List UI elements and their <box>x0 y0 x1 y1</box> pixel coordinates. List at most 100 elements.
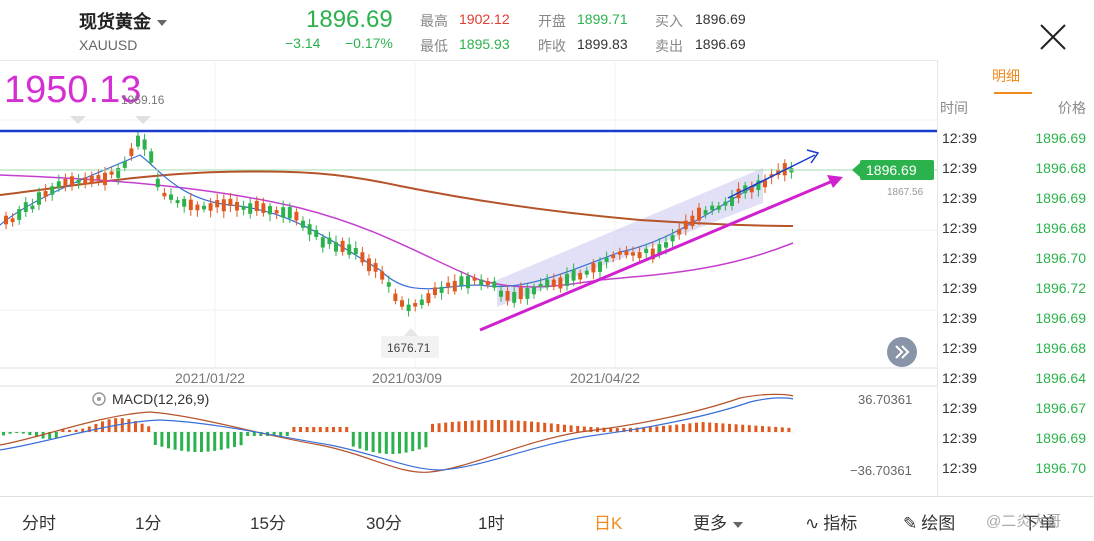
macd-bar <box>173 432 177 450</box>
macd-bar <box>721 423 725 432</box>
tab-detail[interactable]: 明细 <box>992 68 1020 84</box>
detail-row-time: 12:39 <box>942 190 978 206</box>
macd-bar <box>384 432 388 454</box>
macd-bar <box>219 432 223 450</box>
macd-bar <box>325 427 329 432</box>
draw-button[interactable]: ✎ 绘图 <box>903 509 955 534</box>
candle-body <box>499 290 503 297</box>
candle-body <box>433 287 437 296</box>
macd-bar <box>510 420 514 432</box>
candle-body <box>274 210 279 214</box>
candle-body <box>466 275 470 289</box>
candle-body <box>776 169 781 176</box>
tab-timeshare[interactable]: 分时 <box>22 514 56 533</box>
tab-1hour[interactable]: 1时 <box>478 514 505 533</box>
detail-row-time: 12:39 <box>942 340 978 356</box>
macd-bar <box>21 432 25 434</box>
candle-body <box>538 283 543 287</box>
candle-body <box>287 207 292 219</box>
macd-bar <box>378 432 382 454</box>
macd-settings-icon[interactable] <box>92 392 106 406</box>
macd-bar <box>259 432 263 436</box>
price-tag-pointer <box>852 163 860 177</box>
macd-bar <box>127 419 131 432</box>
candle-body <box>254 200 259 212</box>
macd-bar <box>424 432 428 448</box>
bid-label: 买入 <box>655 13 683 29</box>
detail-row: 12:39 1896.69 <box>938 122 1094 152</box>
macd-bar <box>622 427 626 432</box>
candle-body <box>650 248 655 260</box>
scroll-to-latest-button[interactable] <box>887 337 917 367</box>
tab-1min[interactable]: 1分 <box>135 514 162 533</box>
candle-body <box>109 171 114 175</box>
macd-bar <box>193 432 197 452</box>
candle-body <box>756 180 761 191</box>
candle-body <box>149 151 154 163</box>
macd-bar <box>450 422 454 432</box>
bid-value: 1896.69 <box>695 11 746 27</box>
trend-channel <box>497 168 763 307</box>
tab-30min[interactable]: 30分 <box>366 514 402 533</box>
candle-body <box>162 192 167 197</box>
high-marker-text: 1959.16 <box>121 93 165 107</box>
candle-body <box>598 261 602 272</box>
chevron-down-icon <box>733 521 743 528</box>
macd-bar <box>292 427 296 432</box>
macd-bar <box>556 424 560 432</box>
candle-body <box>565 273 569 286</box>
macd-bar <box>338 427 342 432</box>
macd-bar <box>477 420 481 432</box>
macd-bar <box>648 426 652 432</box>
detail-row-price: 1896.68 <box>1035 160 1086 176</box>
macd-bar <box>569 425 573 432</box>
candle-body <box>525 288 530 299</box>
macd-bar <box>787 427 791 432</box>
short-trend-line <box>727 154 816 199</box>
candle-body <box>400 300 404 307</box>
instrument-selector[interactable]: 现货黄金 <box>79 8 167 34</box>
macd-bar <box>398 432 401 454</box>
detail-row-price: 1896.67 <box>1035 400 1086 416</box>
macd-bar <box>523 421 527 432</box>
candle-body <box>512 292 517 303</box>
macd-bar <box>28 432 32 436</box>
candle-body <box>37 192 41 205</box>
close-button[interactable] <box>1036 20 1070 54</box>
candle-body <box>50 186 55 195</box>
candle-body <box>43 191 48 197</box>
candle-body <box>426 293 431 303</box>
candle-body <box>248 203 253 214</box>
open-value: 1899.71 <box>577 11 628 27</box>
candle-body <box>142 139 147 150</box>
candle-body <box>63 178 68 187</box>
indicator-button[interactable]: ∿ 指标 <box>805 509 857 534</box>
detail-row-price: 1896.72 <box>1035 280 1086 296</box>
order-button[interactable]: 下单 <box>1022 509 1056 534</box>
annotation-price-text: 1950.13 <box>4 69 141 111</box>
detail-row: 12:39 1896.72 <box>938 272 1094 302</box>
candle-body <box>353 248 358 255</box>
short-trend-arrowhead <box>806 149 820 164</box>
trend-support-line <box>479 178 836 332</box>
low-label: 最低 <box>420 38 448 54</box>
candle-body <box>116 168 121 178</box>
candle-body <box>611 254 616 259</box>
active-tab-indicator <box>994 92 1032 94</box>
candle-body <box>334 242 338 252</box>
macd-bar <box>94 423 98 432</box>
macd-label: MACD(12,26,9) <box>112 391 209 407</box>
grid <box>0 60 937 387</box>
kline-chart[interactable]: 1950.13 1959.16 1676.71 1896.69 1867.56 … <box>0 60 937 496</box>
candle-body <box>56 181 61 188</box>
detail-row: 12:39 1896.67 <box>938 392 1094 422</box>
tab-15min[interactable]: 15分 <box>250 514 286 533</box>
macd-bar <box>576 425 580 432</box>
tab-more[interactable]: 更多 <box>693 509 743 534</box>
candle-body <box>710 205 715 211</box>
candle-body <box>617 251 622 255</box>
candle-body <box>472 277 477 281</box>
macd-bar <box>681 423 685 432</box>
tab-daily-k[interactable]: 日K <box>594 514 623 533</box>
low-marker-box <box>381 336 439 358</box>
